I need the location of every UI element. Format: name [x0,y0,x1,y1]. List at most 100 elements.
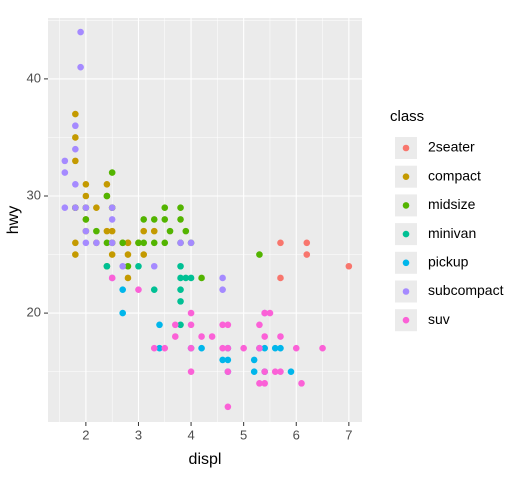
point [135,239,142,247]
point [72,251,79,258]
point [103,239,111,247]
point [345,262,353,270]
legend-marker [402,173,410,180]
point [124,239,132,247]
point [224,403,232,411]
point [277,368,284,375]
point [177,321,184,329]
point [119,309,126,317]
point [150,286,158,293]
point [103,262,111,270]
legend-label: suv [428,311,450,327]
point [103,180,111,188]
point [103,227,111,235]
point [150,262,158,270]
point [250,356,258,364]
point [198,344,205,352]
point [93,239,100,247]
point [177,204,184,212]
point [287,368,295,375]
point [177,298,184,305]
point [271,368,279,375]
x-tick-label: 2 [82,427,89,442]
point [93,227,100,235]
point [256,321,263,329]
point [261,368,268,375]
panel [48,18,362,422]
point [219,286,226,293]
point [82,227,90,235]
point [219,344,226,352]
point [93,204,100,212]
point [108,216,116,223]
point [103,192,111,200]
point [161,344,169,352]
point [119,239,126,247]
point [240,344,247,352]
point [187,239,195,247]
point [61,169,69,176]
point [77,63,84,71]
point [224,344,232,352]
legend-marker [402,316,410,324]
point [108,169,116,176]
legend-label: midsize [428,196,476,212]
point [108,204,116,212]
point [135,262,142,270]
point [177,262,184,270]
point [303,239,311,247]
point [82,192,90,200]
point [77,28,84,36]
point [177,286,184,293]
legend-label: compact [428,167,481,183]
point [82,204,90,212]
point [171,321,179,329]
x-tick-label: 6 [293,427,300,442]
point [124,262,132,270]
point [156,344,163,352]
x-tick-label: 5 [240,427,247,442]
point [108,227,116,235]
point [303,251,311,258]
point [124,251,132,258]
y-tick-label: 40 [27,70,41,85]
point [72,204,79,212]
point [266,309,274,317]
legend-marker [402,202,410,209]
point [72,180,79,188]
x-tick-label: 7 [345,427,352,442]
x-tick-label: 4 [187,427,194,442]
point [161,239,169,247]
point [187,274,195,282]
point [156,321,163,329]
point [161,204,169,212]
point [140,239,148,247]
legend-marker [402,259,410,267]
point [108,274,116,282]
point [82,216,90,223]
legend-label: subcompact [428,282,504,298]
point [124,274,132,282]
point [140,251,148,258]
point [187,344,195,352]
point [292,344,300,352]
point [161,216,169,223]
point [150,344,158,352]
point [224,321,232,329]
point [277,239,284,247]
point [187,321,195,329]
point [108,251,116,258]
point [177,239,184,247]
point [72,110,79,118]
point [261,309,268,317]
point [182,274,190,282]
point [277,274,284,282]
point [224,356,232,364]
point [72,157,79,165]
y-tick-label: 20 [27,305,41,320]
point [277,333,284,340]
point [140,227,148,235]
point [182,227,190,235]
legend-label: 2seater [428,139,475,155]
